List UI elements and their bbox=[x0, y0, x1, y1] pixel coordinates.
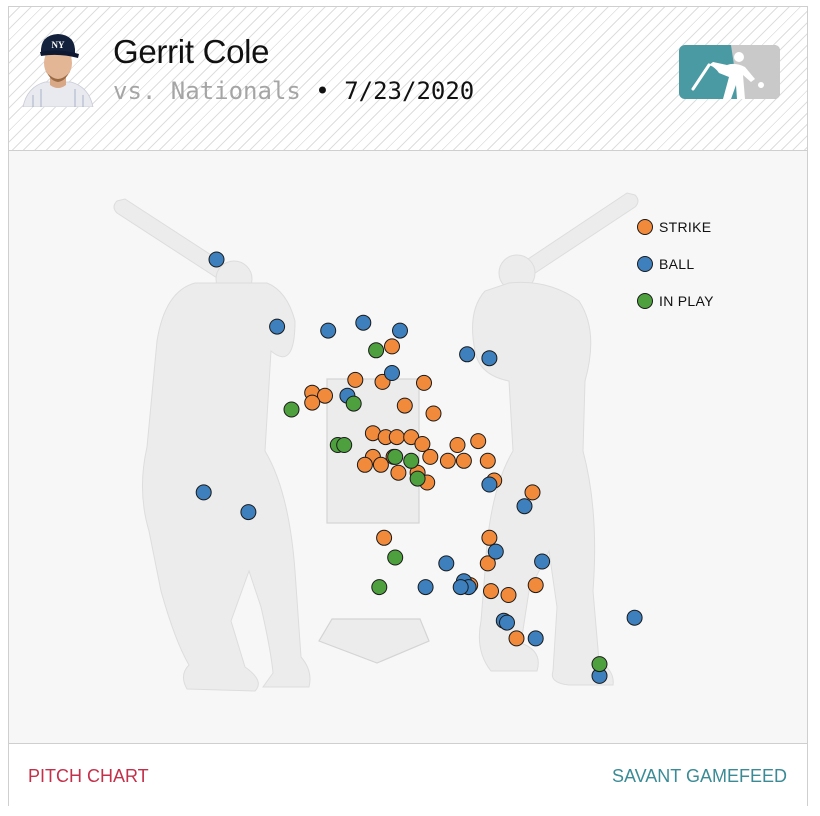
batter-silhouettes bbox=[113, 192, 639, 692]
pitch-point-in-play[interactable] bbox=[368, 342, 385, 359]
opponent-label: vs. Nationals bbox=[113, 77, 301, 105]
pitch-point-ball[interactable] bbox=[481, 350, 498, 367]
pitch-point-strike[interactable] bbox=[425, 405, 442, 422]
pitch-point-strike[interactable] bbox=[304, 394, 321, 411]
game-date: 7/23/2020 bbox=[344, 77, 475, 105]
game-subtitle: vs. Nationals • 7/23/2020 bbox=[113, 77, 474, 105]
chart-legend: STRIKE BALL IN PLAY bbox=[637, 219, 714, 309]
pitch-point-strike[interactable] bbox=[439, 452, 456, 469]
pitch-point-strike[interactable] bbox=[384, 338, 400, 355]
mlb-logo-icon bbox=[679, 45, 780, 99]
pitch-point-strike[interactable] bbox=[470, 433, 487, 450]
pitch-point-ball[interactable] bbox=[320, 322, 337, 339]
pitch-point-ball[interactable] bbox=[269, 318, 286, 335]
header: NY Gerrit Cole vs. Nationals • 7/23/2020 bbox=[9, 7, 807, 151]
pitch-point-ball[interactable] bbox=[459, 346, 476, 363]
pitch-point-in-play[interactable] bbox=[371, 579, 388, 596]
pitch-point-strike[interactable] bbox=[416, 374, 432, 391]
pitch-point-ball[interactable] bbox=[195, 484, 212, 501]
pitch-point-strike[interactable] bbox=[479, 555, 496, 572]
pitch-chart: STRIKE BALL IN PLAY bbox=[113, 192, 714, 692]
pitch-point-strike[interactable] bbox=[500, 587, 517, 603]
pitch-point-strike[interactable] bbox=[422, 448, 439, 465]
legend-label-strike: STRIKE bbox=[659, 219, 711, 235]
pitch-point-ball[interactable] bbox=[499, 614, 515, 631]
svg-text:NY: NY bbox=[52, 40, 65, 50]
pitch-point-ball[interactable] bbox=[527, 630, 544, 647]
player-name: Gerrit Cole bbox=[113, 33, 270, 70]
pitch-point-strike[interactable] bbox=[388, 429, 405, 446]
pitch-point-in-play[interactable] bbox=[591, 656, 608, 673]
pitch-point-ball[interactable] bbox=[452, 579, 469, 596]
pitch-point-strike[interactable] bbox=[524, 484, 541, 501]
pitch-point-ball[interactable] bbox=[438, 555, 455, 572]
savant-gamefeed-link[interactable]: SAVANT GAMEFEED bbox=[611, 766, 787, 786]
pitch-point-ball[interactable] bbox=[208, 251, 225, 268]
pitch-point-strike[interactable] bbox=[396, 397, 413, 414]
pitch-point-ball[interactable] bbox=[240, 504, 257, 521]
pitch-point-in-play[interactable] bbox=[283, 401, 300, 418]
pitch-point-strike[interactable] bbox=[347, 371, 364, 388]
pitch-point-ball[interactable] bbox=[481, 476, 498, 493]
separator-dot: • bbox=[315, 77, 330, 105]
pitch-point-ball[interactable] bbox=[516, 498, 533, 515]
pitch-point-in-play[interactable] bbox=[387, 549, 404, 566]
pitch-point-ball[interactable] bbox=[417, 579, 434, 596]
pitch-point-in-play[interactable] bbox=[345, 395, 362, 412]
pitch-point-in-play[interactable] bbox=[403, 452, 420, 469]
legend-marker-strike bbox=[637, 219, 653, 235]
pitch-point-ball[interactable] bbox=[384, 365, 400, 381]
pitch-point-strike[interactable] bbox=[455, 452, 472, 469]
legend-label-ball: BALL bbox=[659, 256, 694, 272]
pitch-point-strike[interactable] bbox=[390, 464, 407, 481]
pitch-point-strike[interactable] bbox=[356, 456, 373, 473]
footer: PITCH CHART SAVANT GAMEFEED bbox=[9, 743, 807, 806]
pitch-point-strike[interactable] bbox=[372, 456, 389, 473]
pitch-point-strike[interactable] bbox=[376, 529, 393, 546]
legend-marker-ball bbox=[637, 256, 653, 272]
pitch-point-ball[interactable] bbox=[487, 543, 504, 560]
pitch-point-ball[interactable] bbox=[355, 314, 372, 331]
home-plate bbox=[318, 618, 430, 664]
player-headshot: NY bbox=[22, 34, 94, 107]
pitch-point-strike[interactable] bbox=[527, 577, 544, 594]
pitch-point-strike[interactable] bbox=[317, 387, 333, 404]
pitch-point-strike[interactable] bbox=[479, 452, 496, 469]
legend-label-in-play: IN PLAY bbox=[659, 293, 714, 309]
pitch-point-strike[interactable] bbox=[508, 630, 525, 647]
pitch-point-strike[interactable] bbox=[483, 583, 499, 600]
pitch-point-ball[interactable] bbox=[626, 609, 643, 626]
pitch-chart-link[interactable]: PITCH CHART bbox=[28, 766, 149, 786]
pitch-point-ball[interactable] bbox=[392, 322, 408, 339]
pitch-chart-area: STRIKE BALL IN PLAY bbox=[9, 151, 807, 743]
pitch-point-in-play[interactable] bbox=[336, 437, 353, 453]
pitch-chart-card: NY Gerrit Cole vs. Nationals • 7/23/2020 bbox=[8, 6, 808, 806]
right-batter-silhouette bbox=[472, 192, 639, 686]
pitch-point-strike[interactable] bbox=[414, 436, 431, 452]
pitch-point-in-play[interactable] bbox=[409, 470, 426, 487]
pitch-point-in-play[interactable] bbox=[387, 448, 404, 465]
pitch-points bbox=[195, 251, 643, 684]
legend-marker-in-play bbox=[637, 293, 653, 309]
pitch-point-strike[interactable] bbox=[481, 529, 498, 546]
pitch-point-strike[interactable] bbox=[449, 437, 466, 453]
left-batter-silhouette bbox=[113, 198, 311, 692]
pitch-point-ball[interactable] bbox=[534, 553, 551, 570]
